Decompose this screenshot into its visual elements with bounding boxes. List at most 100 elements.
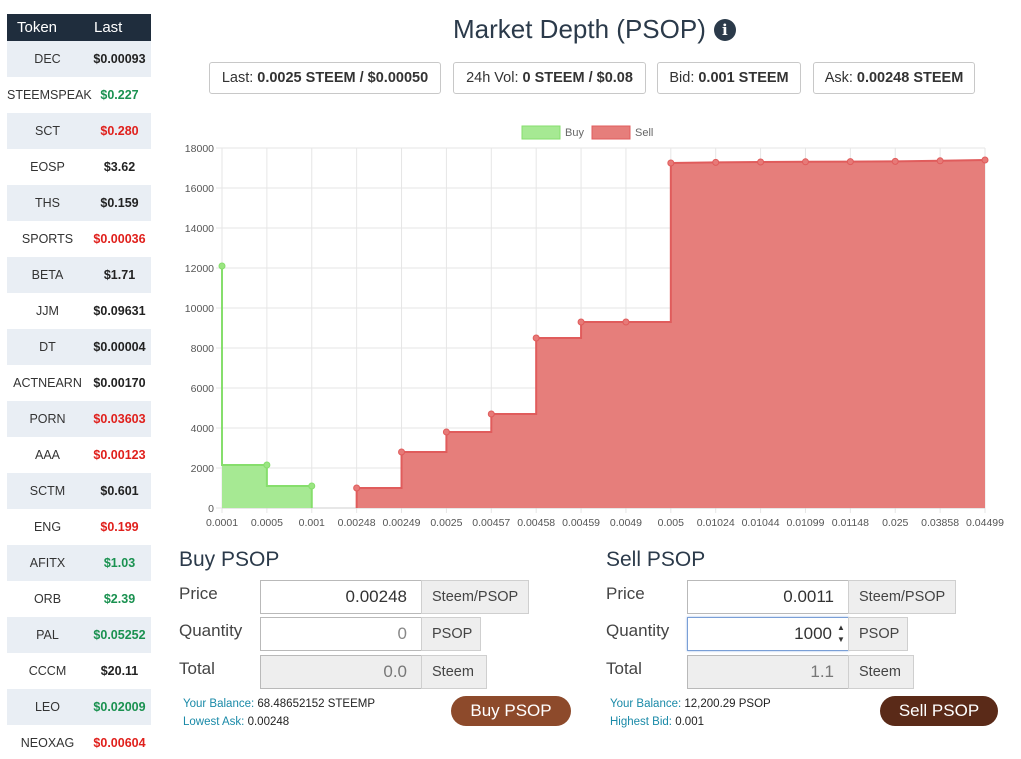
- token-symbol[interactable]: DT: [39, 340, 56, 354]
- x-tick-label: 0.03858: [921, 517, 959, 529]
- token-row[interactable]: CCCM $20.11: [7, 653, 151, 689]
- spinner-icon[interactable]: ▲ ▼: [837, 623, 845, 644]
- y-tick-label: 16000: [185, 183, 214, 195]
- y-tick-label: 18000: [185, 143, 214, 155]
- x-tick-label: 0.001: [299, 517, 325, 529]
- token-symbol[interactable]: AAA: [34, 448, 60, 462]
- sell-qty-unit: PSOP: [848, 617, 908, 651]
- sell-qty-input[interactable]: 1000 ▲ ▼: [687, 617, 849, 651]
- token-last-price: $0.00093: [93, 52, 146, 66]
- token-row[interactable]: JJM $0.09631: [7, 293, 151, 329]
- token-row[interactable]: PAL $0.05252: [7, 617, 151, 653]
- sell-price-input[interactable]: 0.0011: [687, 580, 849, 614]
- y-tick-label: 14000: [185, 223, 214, 235]
- sell-button[interactable]: Sell PSOP: [880, 696, 998, 726]
- y-tick-label: 0: [208, 503, 214, 515]
- buy-total-input: 0.0: [260, 655, 422, 689]
- token-row[interactable]: ENG $0.199: [7, 509, 151, 545]
- token-symbol[interactable]: JJM: [36, 304, 59, 318]
- sell-balance-value: 12,200.29 PSOP: [684, 698, 771, 710]
- token-symbol[interactable]: SCT: [35, 124, 60, 138]
- token-symbol[interactable]: ENG: [33, 520, 62, 534]
- token-symbol[interactable]: PORN: [29, 412, 66, 426]
- buy-qty-unit: PSOP: [421, 617, 481, 651]
- token-symbol[interactable]: EOSP: [30, 160, 65, 174]
- token-symbol[interactable]: DEC: [34, 52, 61, 66]
- token-table: Token Last DEC $0.00093 STEEMSPEAK $0.227 SC…: [7, 14, 151, 759]
- token-row[interactable]: AFITX $1.03: [7, 545, 151, 581]
- y-tick-label: 4000: [191, 423, 215, 435]
- token-last-price: $0.227: [100, 88, 139, 102]
- sell-point: [801, 158, 809, 166]
- token-symbol[interactable]: SCTM: [29, 484, 66, 498]
- sell-point: [353, 484, 361, 492]
- token-symbol[interactable]: BETA: [31, 268, 64, 282]
- header-token[interactable]: Token: [17, 19, 58, 36]
- buy-lowest-ask-key: Lowest Ask:: [183, 716, 245, 728]
- token-row[interactable]: ACTNEARN $0.00170: [7, 365, 151, 401]
- token-row[interactable]: DEC $0.00093: [7, 41, 151, 77]
- token-symbol[interactable]: LEO: [34, 700, 60, 714]
- token-last-price: $0.02009: [93, 700, 146, 714]
- token-symbol[interactable]: SPORTS: [21, 232, 74, 246]
- token-symbol[interactable]: CCCM: [28, 664, 67, 678]
- x-tick-label: 0.0025: [430, 517, 462, 529]
- sell-point: [398, 448, 406, 456]
- token-row[interactable]: ORB $2.39: [7, 581, 151, 617]
- token-table-body: DEC $0.00093 STEEMSPEAK $0.227 SCT $0.280 EOSP…: [7, 41, 151, 759]
- token-symbol[interactable]: ORB: [33, 592, 62, 606]
- x-tick-label: 0.00248: [338, 517, 376, 529]
- sell-highest-bid-value: 0.001: [675, 716, 704, 728]
- info-circle-icon[interactable]: i: [713, 18, 736, 41]
- token-row[interactable]: BETA $1.71: [7, 257, 151, 293]
- stat-vol-value: 0 STEEM / $0.08: [522, 70, 633, 86]
- token-row[interactable]: SPORTS $0.00036: [7, 221, 151, 257]
- token-row[interactable]: EOSP $3.62: [7, 149, 151, 185]
- buy-qty-input[interactable]: 0: [260, 617, 422, 651]
- token-row[interactable]: SCTM $0.601: [7, 473, 151, 509]
- sell-point: [757, 158, 765, 166]
- token-row[interactable]: DT $0.00004: [7, 329, 151, 365]
- sell-balance-key: Your Balance:: [610, 698, 682, 710]
- token-row[interactable]: LEO $0.02009: [7, 689, 151, 725]
- buy-line: [221, 266, 313, 508]
- depth-chart[interactable]: 0 2000 4000 6000 8000 10000 12000 14000 16000 180…: [170, 118, 1010, 536]
- sell-point: [667, 159, 675, 167]
- token-symbol[interactable]: STEEMSPEAK: [7, 88, 92, 102]
- x-tick-label: 0.0049: [610, 517, 642, 529]
- token-table-header: Token Last: [7, 14, 151, 41]
- token-symbol[interactable]: NEOXAG: [20, 736, 75, 750]
- token-row[interactable]: SCT $0.280: [7, 113, 151, 149]
- token-last-price: $0.00170: [93, 376, 146, 390]
- x-tick-label: 0.00459: [562, 517, 600, 529]
- stat-bid-value: 0.001 STEEM: [698, 70, 789, 86]
- x-tick-label: 0.025: [882, 517, 908, 529]
- token-symbol[interactable]: THS: [35, 196, 60, 210]
- sell-price-label: Price: [606, 584, 645, 603]
- buy-price-input[interactable]: 0.00248: [260, 580, 422, 614]
- token-symbol[interactable]: AFITX: [29, 556, 66, 570]
- y-tick-label: 6000: [191, 383, 215, 395]
- token-last-price: $0.280: [100, 124, 139, 138]
- x-tick-label: 0.04499: [966, 517, 1004, 529]
- sell-area: [356, 160, 985, 508]
- token-row[interactable]: NEOXAG $0.00604: [7, 725, 151, 759]
- token-symbol[interactable]: ACTNEARN: [13, 376, 82, 390]
- token-row[interactable]: THS $0.159: [7, 185, 151, 221]
- sell-total-label: Total: [606, 659, 642, 678]
- token-symbol[interactable]: PAL: [36, 628, 59, 642]
- x-tick-label: 0.01024: [697, 517, 735, 529]
- header-last[interactable]: Last: [94, 19, 123, 36]
- sell-point: [846, 158, 854, 166]
- page-title-text: Market Depth (PSOP): [453, 14, 706, 44]
- x-tick-label: 0.0005: [251, 517, 283, 529]
- token-last-price: $0.159: [100, 196, 139, 210]
- token-row[interactable]: STEEMSPEAK $0.227: [7, 77, 151, 113]
- buy-total-unit: Steem: [421, 655, 487, 689]
- sell-highest-bid-key: Highest Bid:: [610, 716, 673, 728]
- token-row[interactable]: PORN $0.03603: [7, 401, 151, 437]
- token-row[interactable]: AAA $0.00123: [7, 437, 151, 473]
- buy-button[interactable]: Buy PSOP: [451, 696, 571, 726]
- sell-highest-bid: Highest Bid: 0.001: [610, 716, 704, 728]
- legend-swatch-sell: [591, 125, 631, 140]
